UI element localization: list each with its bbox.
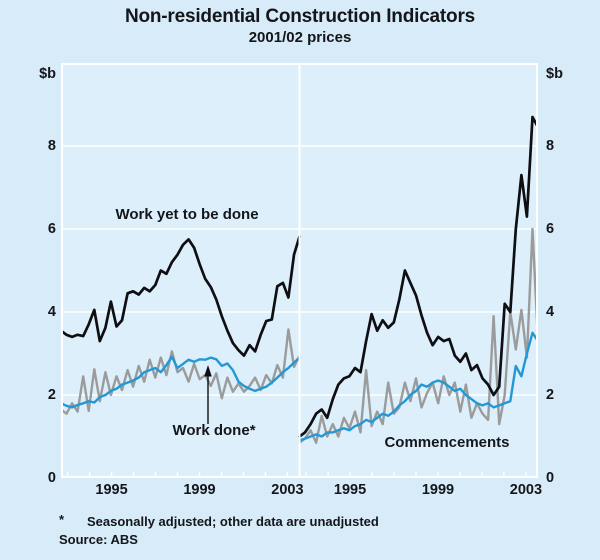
y-tick-label-left-2: 2 [47,387,56,403]
y-tick-label-right-2: 2 [546,387,555,403]
annotation-work-done: Work done* [172,422,256,439]
y-tick-label-right-0: 0 [546,470,555,486]
x-tick-label-2003: 2003 [509,482,543,498]
plot-border [61,63,538,478]
y-axis-unit-left: $b [39,66,56,82]
y-axis-unit-right: $b [546,66,563,82]
y-tick-label-left-4: 4 [47,304,56,320]
annotation-commencements: Commencements [384,434,510,451]
x-tick-label-1999: 1999 [421,482,455,498]
footnote-marker: * [59,512,65,527]
y-tick-label-left-8: 8 [47,138,56,154]
annotation-work-yet-to-be-done: Work yet to be done [115,206,259,223]
series-line-building-blue [61,355,301,409]
series-line-building-black [61,235,301,357]
series-line-engineering-black [298,115,538,438]
y-tick-label-left-6: 6 [47,221,56,237]
plot-area [61,63,538,478]
x-tick-label-1999: 1999 [183,482,216,498]
source-text: Source: ABS [59,532,138,547]
x-tick-label-1995: 1995 [95,482,128,498]
footnote-text: Seasonally adjusted; other data are unad… [87,514,379,529]
work-done-arrow-head [204,365,212,377]
chart-subtitle: 2001/02 prices [248,29,352,46]
y-tick-label-right-6: 6 [546,221,555,237]
x-tick-label-1995: 1995 [333,482,367,498]
y-tick-label-left-0: 0 [47,470,56,486]
chart-title: Non-residential Construction Indicators [124,6,476,27]
x-tick-label-2003: 2003 [271,482,304,498]
series-line-engineering-blue [298,331,538,442]
y-tick-label-right-8: 8 [546,138,555,154]
y-tick-label-right-4: 4 [546,304,555,320]
